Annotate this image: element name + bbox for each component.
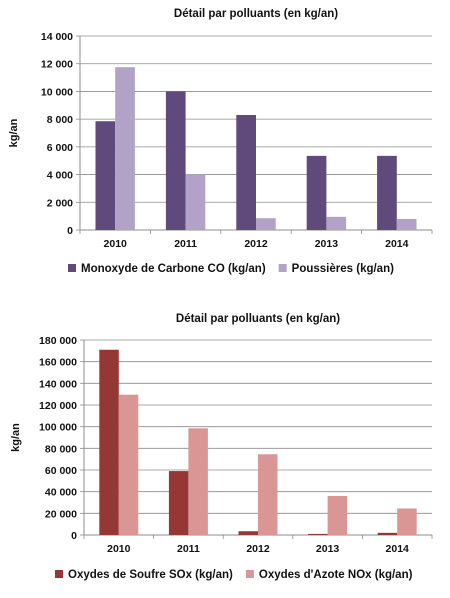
- x-tick-label: 2010: [107, 543, 131, 555]
- legend-swatch: [55, 570, 63, 578]
- y-tick-label: 8 000: [47, 114, 73, 126]
- y-tick-label: 180 000: [39, 335, 77, 347]
- y-tick-label: 40 000: [45, 487, 77, 499]
- y-tick-label: 0: [71, 530, 77, 542]
- y-tick-label: 4 000: [47, 170, 73, 182]
- y-tick-label: 60 000: [45, 465, 77, 477]
- chart-title: Détail par polluants (en kg/an): [174, 8, 338, 20]
- bar-1: [377, 532, 398, 535]
- bar-2: [188, 428, 208, 535]
- y-tick-label: 14 000: [41, 31, 73, 43]
- y-tick-label: 120 000: [39, 400, 77, 412]
- bar-1: [236, 114, 256, 230]
- legend-label: Oxydes d'Azote NOx (kg/an): [259, 569, 413, 581]
- bar-1: [238, 531, 258, 535]
- x-tick-label: 2011: [174, 238, 197, 250]
- y-axis-label: kg/an: [10, 423, 22, 452]
- y-tick-label: 80 000: [45, 443, 77, 455]
- bar-2: [258, 454, 278, 535]
- legend-label: Oxydes de Soufre SOx (kg/an): [68, 569, 233, 581]
- bar-1: [308, 533, 328, 535]
- legend-swatch: [278, 264, 287, 272]
- y-tick-label: 20 000: [45, 508, 77, 520]
- y-tick-label: 0: [67, 225, 73, 237]
- x-tick-label: 2010: [104, 238, 128, 250]
- x-tick-label: 2013: [315, 238, 339, 250]
- legend-swatch: [245, 570, 254, 578]
- bar-2: [397, 508, 417, 535]
- bar-1: [165, 91, 186, 230]
- bar-1: [377, 155, 397, 230]
- legend-label: Monoxyde de Carbone CO (kg/an): [81, 263, 266, 275]
- x-tick-label: 2014: [385, 238, 409, 250]
- legend-swatch: [68, 264, 76, 272]
- x-tick-label: 2011: [177, 543, 200, 555]
- bar-2: [118, 394, 139, 535]
- bar-2: [327, 496, 348, 535]
- y-tick-label: 6 000: [47, 142, 73, 154]
- y-axis-label: kg/an: [8, 118, 20, 147]
- legend-label: Poussières (kg/an): [292, 263, 394, 275]
- x-tick-label: 2014: [386, 543, 410, 555]
- chart-2: Détail par polluants (en kg/an) 0 20 000 40…: [10, 313, 433, 581]
- bar-2: [396, 218, 417, 230]
- bar-2: [115, 67, 135, 230]
- bar-2: [256, 218, 276, 230]
- bar-1: [99, 349, 119, 535]
- y-tick-label: 140 000: [39, 378, 77, 390]
- bar-1: [168, 471, 189, 535]
- y-tick-label: 160 000: [39, 357, 77, 369]
- chart-1: Détail par polluants (en kg/an) 0 2 000 4 0…: [8, 8, 433, 275]
- bar-1: [306, 155, 327, 230]
- bar-2: [185, 174, 206, 230]
- bar-1: [95, 121, 116, 230]
- y-tick-label: 12 000: [41, 59, 73, 71]
- bar-2: [326, 216, 347, 230]
- y-tick-label: 10 000: [41, 86, 73, 98]
- x-tick-label: 2012: [244, 238, 268, 250]
- chart-title: Détail par polluants (en kg/an): [176, 313, 340, 325]
- x-tick-label: 2013: [316, 543, 340, 555]
- x-tick-label: 2012: [246, 543, 270, 555]
- y-tick-label: 100 000: [39, 422, 77, 434]
- y-tick-label: 2 000: [47, 197, 73, 209]
